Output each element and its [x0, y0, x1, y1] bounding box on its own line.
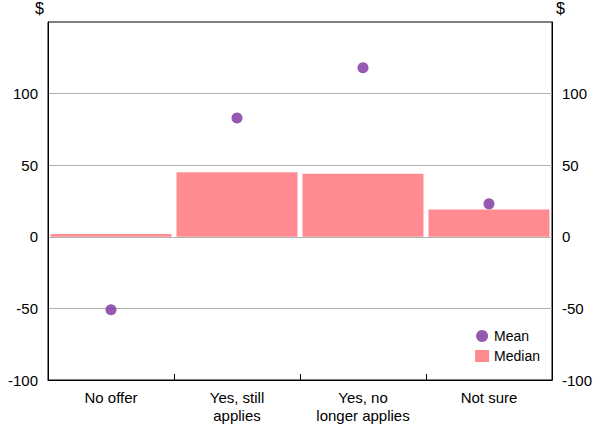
svg-text:-50: -50	[562, 300, 584, 317]
svg-text:50: 50	[562, 157, 579, 174]
svg-text:0: 0	[30, 228, 38, 245]
svg-text:-50: -50	[16, 300, 38, 317]
svg-text:Yes, no: Yes, no	[338, 389, 388, 406]
svg-text:longer applies: longer applies	[316, 407, 409, 424]
svg-text:No offer: No offer	[84, 389, 137, 406]
svg-text:Yes, still: Yes, still	[210, 389, 264, 406]
svg-text:0: 0	[562, 228, 570, 245]
svg-text:Not sure: Not sure	[461, 389, 518, 406]
svg-text:100: 100	[13, 85, 38, 102]
svg-text:$: $	[556, 0, 565, 17]
svg-text:100: 100	[562, 85, 587, 102]
svg-text:50: 50	[21, 157, 38, 174]
svg-text:-100: -100	[562, 372, 592, 389]
svg-text:applies: applies	[213, 407, 261, 424]
svg-text:Median: Median	[494, 348, 540, 364]
svg-text:$: $	[35, 0, 44, 17]
svg-text:-100: -100	[8, 372, 38, 389]
svg-text:Mean: Mean	[494, 328, 529, 344]
